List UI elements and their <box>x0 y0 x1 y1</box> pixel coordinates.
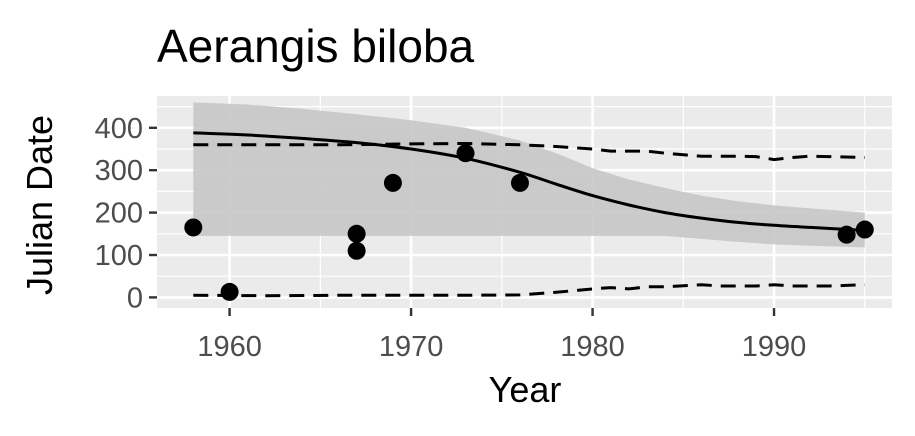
lower-dashed-line <box>193 283 865 298</box>
y-tick-label: 300 <box>95 155 143 187</box>
fit-line <box>193 131 865 232</box>
data-point <box>347 224 366 243</box>
x-axis: 1960 1970 1980 1990 <box>197 308 806 363</box>
chart-title: Aerangis biloba <box>157 20 475 72</box>
data-point <box>855 220 874 239</box>
x-tick-label: 1970 <box>379 331 444 363</box>
data-point <box>837 225 856 244</box>
x-tick-label: 1960 <box>197 331 262 363</box>
y-axis: 0 100 200 300 400 <box>95 113 157 314</box>
x-tick-label: 1980 <box>560 331 625 363</box>
data-point <box>184 218 203 237</box>
x-axis-title: Year <box>489 369 562 410</box>
data-points <box>184 144 874 301</box>
y-axis-title: Julian Date <box>19 115 60 295</box>
data-point <box>383 173 402 192</box>
data-point <box>456 144 475 163</box>
data-point <box>220 282 239 301</box>
data-point <box>510 173 529 192</box>
y-tick-label: 200 <box>95 198 143 230</box>
y-tick-label: 400 <box>95 113 143 145</box>
y-tick-label: 100 <box>95 240 143 272</box>
data-point <box>347 241 366 260</box>
y-tick-label: 0 <box>127 282 143 314</box>
x-tick-label: 1990 <box>742 331 807 363</box>
upper-dashed-line <box>193 141 865 162</box>
